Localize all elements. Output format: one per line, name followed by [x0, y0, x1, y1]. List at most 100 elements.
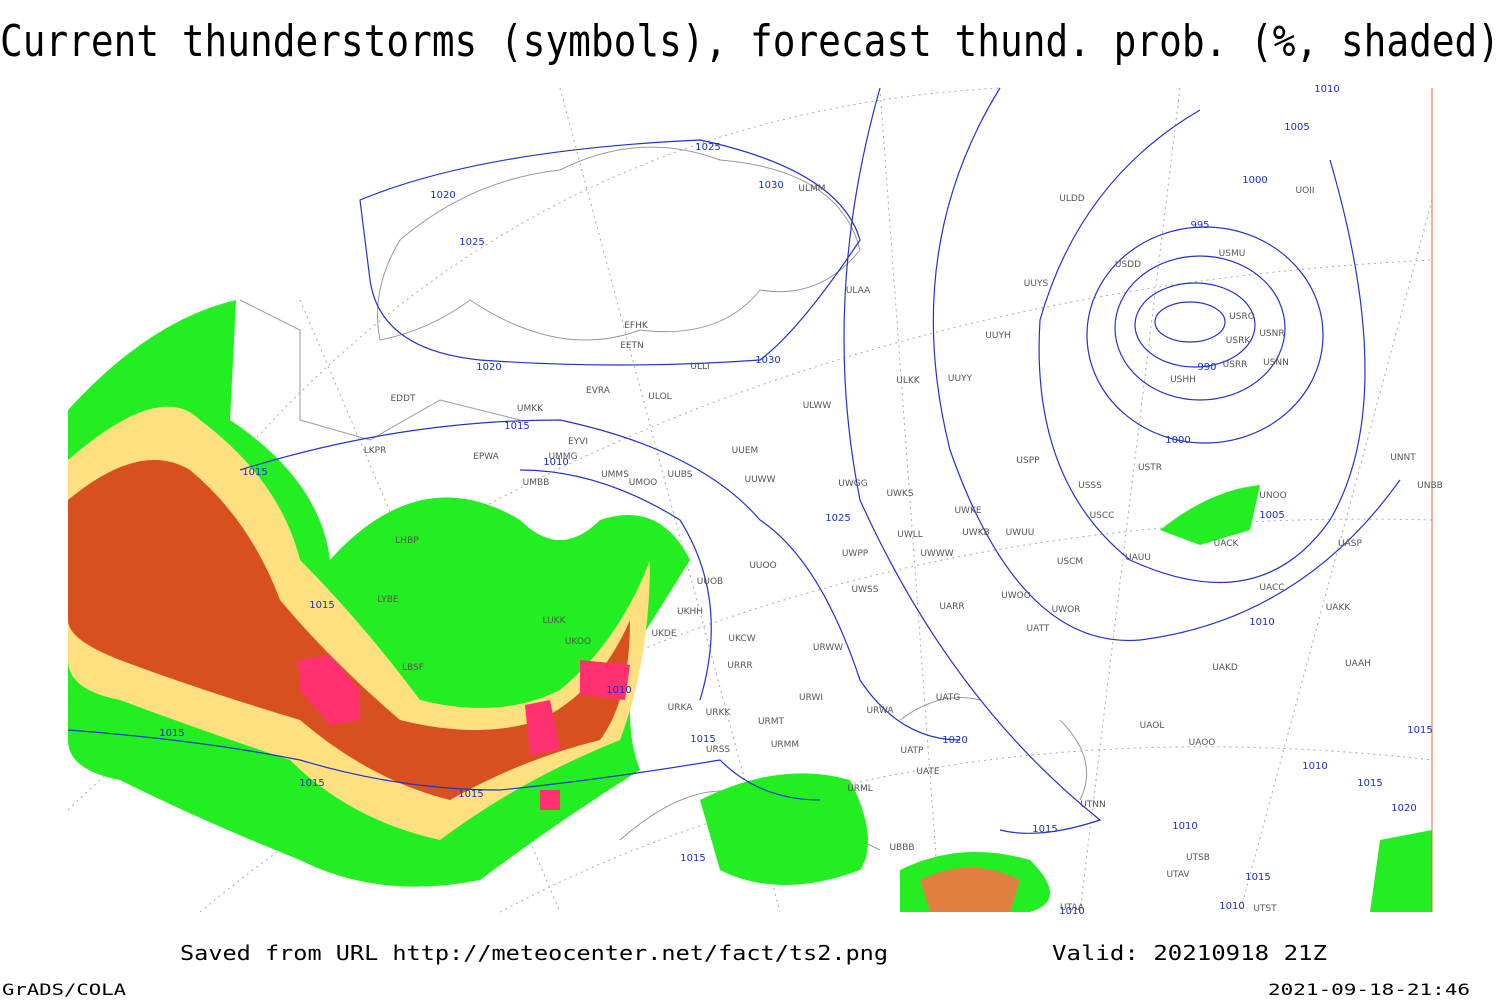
station-code: EDDT: [390, 394, 416, 404]
station-code: UTNN: [1080, 800, 1106, 810]
station-code: LYBE: [377, 595, 398, 605]
station-code: UWWW: [920, 549, 953, 559]
station-code: ULAA: [846, 286, 871, 296]
station-code: UWKB: [962, 528, 990, 538]
isobar-label: 1010: [1314, 84, 1339, 95]
station-code: UASP: [1338, 539, 1362, 549]
isobar-label: 1030: [758, 180, 783, 191]
isobar-label: 1020: [1391, 803, 1416, 814]
station-code: UWPP: [842, 549, 869, 559]
station-code: USRO: [1229, 312, 1255, 322]
isobar-label: 1030: [755, 355, 780, 366]
station-code: UMBB: [523, 478, 550, 488]
station-code: LBSF: [402, 663, 424, 673]
valid-time: Valid: 20210918 21Z: [1052, 941, 1327, 965]
probability-shading: [68, 300, 1432, 912]
station-code: UTAA: [1060, 903, 1085, 913]
isobar-label: 1015: [299, 778, 324, 789]
station-code: UTSB: [1186, 853, 1210, 863]
station-code: ULMM: [798, 184, 825, 194]
station-code: UAKK: [1326, 603, 1352, 613]
station-code: USHH: [1170, 375, 1196, 385]
station-code: UOII: [1296, 186, 1315, 196]
station-code: ULKK: [896, 376, 921, 386]
station-code: UATT: [1027, 624, 1050, 634]
station-code: USRK: [1226, 336, 1252, 346]
station-code: URRR: [727, 661, 752, 671]
isobar-label: 1000: [1242, 175, 1267, 186]
timestamp: 2021-09-18-21:46: [1268, 980, 1470, 999]
station-code: URWW: [813, 643, 843, 653]
station-code: UNNT: [1390, 453, 1416, 463]
isobar-label: 1015: [1032, 824, 1057, 835]
station-code: UKOO: [565, 637, 591, 647]
isobar-label: 1020: [430, 190, 455, 201]
isobar-label: 1010: [1302, 761, 1327, 772]
station-code: EFHK: [624, 321, 649, 331]
station-code: URWI: [799, 693, 823, 703]
isobar-label: 1010: [1059, 906, 1084, 917]
station-code: LKPR: [364, 446, 387, 456]
station-code: URSS: [706, 745, 731, 755]
station-code: URWA: [866, 706, 894, 716]
station-code: EETN: [620, 341, 644, 351]
title: Current thunderstorms (symbols), forecas…: [0, 16, 1500, 67]
station-code: USCC: [1090, 511, 1115, 521]
software: GrADS/COLA: [2, 980, 126, 999]
station-code: UMMG: [548, 452, 577, 462]
station-code: EYVI: [568, 437, 588, 447]
station-code: UUYH: [985, 331, 1010, 341]
station-code: UMOO: [629, 478, 658, 488]
graticule: [67, 87, 1433, 913]
station-code: UAUU: [1125, 553, 1151, 563]
map-labels: 1025 1030 1020 1025 1030 1020 1015 1010 1015 1025…: [159, 84, 1443, 917]
station-code: UBBB: [889, 843, 914, 853]
isobar-label: 1015: [680, 853, 705, 864]
station-code: EPWA: [473, 452, 500, 462]
station-code: USMU: [1219, 249, 1246, 259]
isobar-label: 1025: [825, 513, 850, 524]
station-code: UWSS: [852, 585, 879, 595]
station-code: UUYY: [948, 374, 973, 384]
station-code: LHBP: [395, 536, 419, 546]
station-code: UARR: [939, 602, 964, 612]
station-code: UNOO: [1259, 491, 1287, 501]
station-code: UUOB: [697, 577, 723, 587]
station-code: UKHH: [677, 607, 703, 617]
isobar-label: 1015: [690, 734, 715, 745]
station-code: UAOL: [1140, 721, 1165, 731]
isobar-label: 1015: [309, 600, 334, 611]
station-code: UUBS: [668, 470, 693, 480]
station-code: UATG: [936, 693, 961, 703]
station-code: UMKK: [517, 404, 544, 414]
isobar-label: 1015: [159, 728, 184, 739]
station-code: UUEM: [732, 446, 759, 456]
station-code: UMMS: [601, 470, 629, 480]
station-code: USRR: [1223, 360, 1248, 370]
station-code: UAAH: [1345, 659, 1371, 669]
station-code: ULDD: [1059, 194, 1085, 204]
station-code: URKA: [668, 703, 694, 713]
station-code: UATP: [901, 746, 925, 756]
station-code: UTST: [1253, 904, 1277, 914]
station-code: LUKK: [543, 616, 567, 626]
station-code: EVRA: [586, 386, 611, 396]
isobar-label: 1010: [1249, 617, 1274, 628]
station-code: UAKD: [1212, 663, 1238, 673]
isobar-label: 1005: [1284, 122, 1309, 133]
station-code: ULLI: [690, 362, 709, 372]
source-url: Saved from URL http://meteocenter.net/fa…: [180, 941, 888, 965]
isobar-label: 1010: [1172, 821, 1197, 832]
station-code: USSS: [1078, 481, 1102, 491]
isobar-label: 1005: [1259, 510, 1284, 521]
station-code: UNBB: [1417, 481, 1443, 491]
station-code: UUOO: [749, 561, 776, 571]
station-code: URMT: [758, 717, 785, 727]
station-code: USCM: [1057, 557, 1083, 567]
station-code: UUWW: [745, 475, 776, 485]
isobar-label: 1015: [458, 789, 483, 800]
station-code: UTAV: [1166, 870, 1190, 880]
station-code: UKDE: [651, 629, 676, 639]
